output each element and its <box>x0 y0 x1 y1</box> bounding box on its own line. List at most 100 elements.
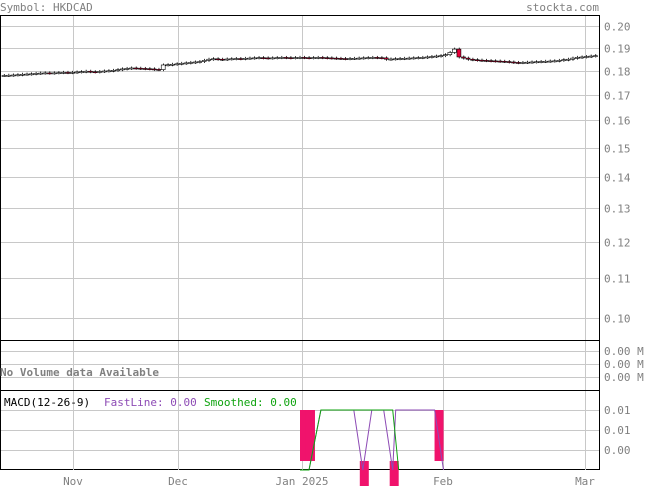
site-name[interactable]: stockta.com <box>526 1 599 14</box>
price-candle <box>101 70 107 73</box>
price-candle <box>324 57 330 59</box>
price-candle <box>88 70 93 73</box>
macd-bar <box>389 461 399 490</box>
price-candle <box>79 71 84 74</box>
price-candle <box>51 72 57 75</box>
macd-label: MACD(12-26-9) <box>4 396 90 409</box>
price-candle <box>411 57 416 60</box>
price-candle <box>333 57 339 60</box>
price-candle <box>561 59 566 61</box>
x-tick-label: Feb <box>433 475 453 486</box>
price-candle <box>1 75 7 77</box>
price-candle <box>188 62 193 64</box>
price-candle <box>92 71 98 74</box>
price-candle <box>33 73 39 75</box>
price-candle <box>306 57 312 59</box>
price-candle <box>470 58 475 61</box>
price-candle <box>347 58 353 60</box>
price-candle <box>156 69 161 71</box>
price-candle <box>342 58 348 60</box>
price-candle <box>279 57 284 59</box>
price-candle <box>15 74 20 77</box>
price-candle <box>210 58 216 61</box>
price-candle <box>65 72 70 74</box>
price-y-tick-label: 0.19 <box>604 43 631 56</box>
price-candle <box>138 67 143 70</box>
x-tick-label: Dec <box>168 475 188 486</box>
price-y-tick-label: 0.20 <box>604 21 631 34</box>
price-grid <box>1 16 599 340</box>
price-candle <box>170 63 175 66</box>
price-candle <box>584 56 589 58</box>
volume-y-tick-label: 0.00 M <box>604 345 644 358</box>
price-candle <box>201 60 207 62</box>
macd-histogram <box>300 410 444 490</box>
price-y-tick-label: 0.11 <box>604 273 631 286</box>
price-candle <box>97 71 102 73</box>
price-candle <box>115 69 120 71</box>
symbol-label: Symbol: HKDCAD <box>0 1 93 14</box>
price-candle <box>297 57 302 59</box>
price-candle <box>183 62 189 65</box>
macd-fastline-label: FastLine: 0.00 <box>104 396 197 409</box>
price-candle <box>552 60 557 63</box>
price-candle <box>392 58 398 61</box>
price-candle <box>479 59 484 62</box>
price-candle <box>206 58 211 61</box>
x-tick-label: Mar <box>575 475 595 486</box>
price-candle <box>265 57 271 60</box>
price-candle <box>574 57 580 59</box>
price-candle <box>420 57 425 59</box>
price-candle <box>538 61 544 63</box>
price-candle <box>474 59 480 61</box>
price-candle <box>42 72 48 75</box>
price-candle <box>465 57 471 60</box>
price-candle <box>433 55 439 58</box>
price-candle <box>452 48 457 53</box>
price-candle <box>292 57 298 59</box>
price-candle <box>38 72 43 75</box>
price-candle <box>142 68 148 70</box>
price-candle <box>497 60 503 63</box>
price-candle <box>356 57 362 60</box>
price-candle <box>320 57 325 59</box>
price-candle <box>565 58 571 61</box>
price-candle <box>283 57 289 59</box>
price-y-tick-label: 0.13 <box>604 203 631 216</box>
macd-smoothed-line <box>300 409 400 471</box>
price-candle <box>374 57 380 59</box>
price-candle <box>406 57 412 60</box>
price-candle <box>19 74 25 76</box>
price-y-tick-label: 0.10 <box>604 313 631 326</box>
price-candle <box>229 58 234 61</box>
price-candle <box>429 56 434 58</box>
price-candle <box>224 58 230 61</box>
price-y-tick-label: 0.18 <box>604 66 631 79</box>
price-candle <box>147 68 152 70</box>
price-candle <box>83 70 89 73</box>
price-candle <box>311 57 316 59</box>
price-candle <box>129 67 134 70</box>
price-candle <box>215 58 221 61</box>
macd-y-tick-label: 0.00 <box>604 444 631 457</box>
price-candle <box>197 61 202 63</box>
price-candle <box>329 57 334 60</box>
price-candle <box>160 64 166 70</box>
price-candle <box>288 57 293 59</box>
price-candle <box>438 55 444 57</box>
x-axis: Nov Dec Jan 2025 Feb Mar <box>63 475 595 488</box>
macd-bar <box>434 410 444 461</box>
price-candle <box>352 58 357 60</box>
price-candle <box>461 56 466 59</box>
price-candle <box>274 57 280 59</box>
price-candle <box>579 56 585 59</box>
price-candle <box>242 58 248 60</box>
price-candle <box>247 57 252 60</box>
price-candle <box>415 57 421 59</box>
price-candle <box>379 57 384 59</box>
price-candle <box>174 63 180 66</box>
macd-bar <box>305 410 315 461</box>
price-candle <box>238 58 243 60</box>
